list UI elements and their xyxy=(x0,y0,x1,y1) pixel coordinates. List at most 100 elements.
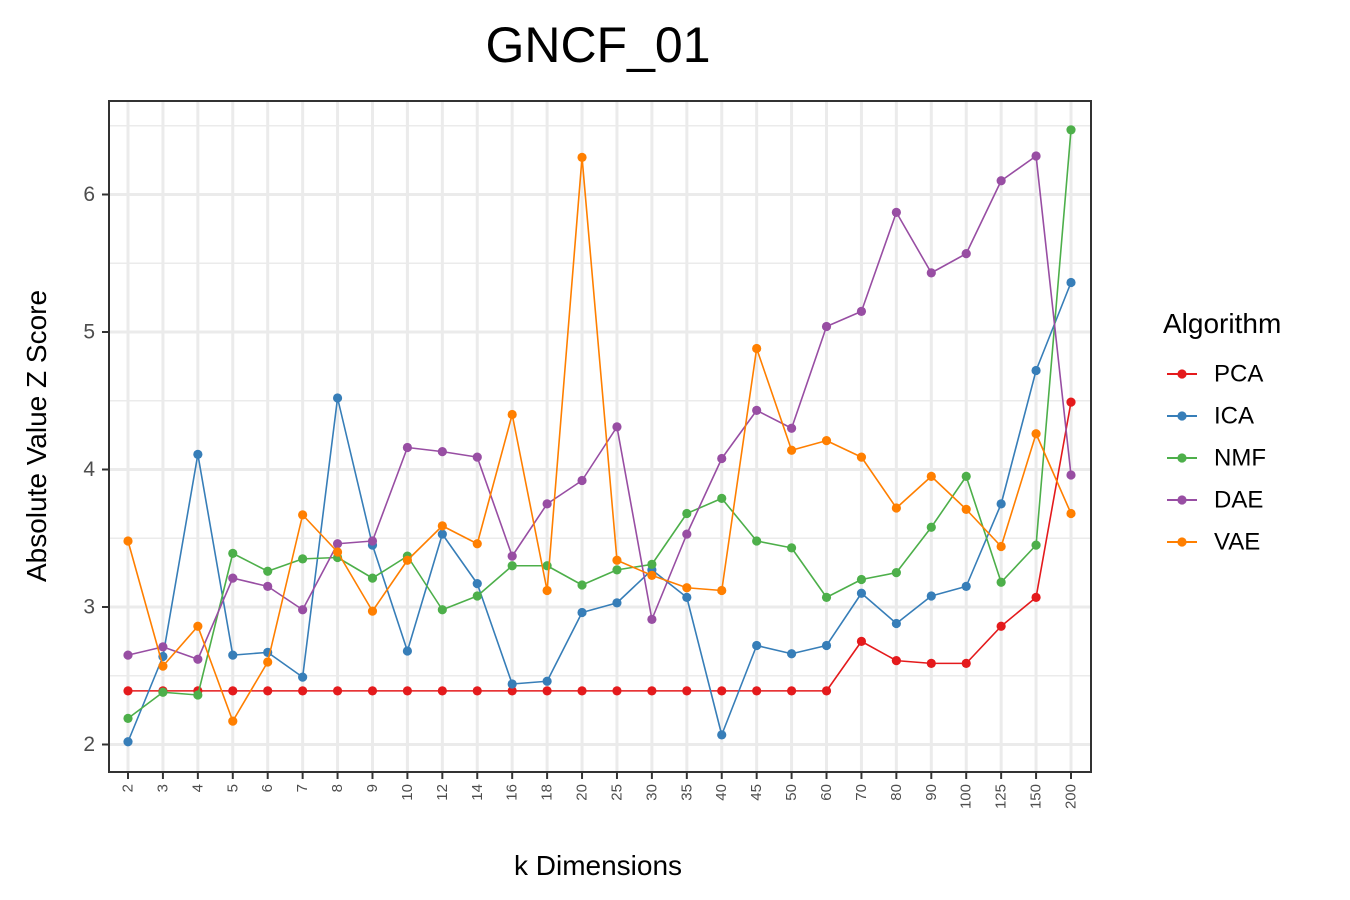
data-point-nmf xyxy=(437,605,447,615)
legend-label-vae: VAE xyxy=(1214,529,1260,556)
data-point-ica xyxy=(298,672,308,682)
legend-label-nmf: NMF xyxy=(1214,445,1266,472)
data-point-vae xyxy=(577,152,587,162)
x-tick-label: 7 xyxy=(294,784,311,792)
data-point-pca xyxy=(367,686,378,696)
data-point-dae xyxy=(786,423,797,433)
data-point-nmf xyxy=(193,690,203,700)
series-line-ica xyxy=(127,282,1072,743)
legend: Algorithm PCA ICA NMF DAE VAE xyxy=(1163,308,1281,556)
x-tick-label: 4 xyxy=(189,784,206,792)
data-point-pca xyxy=(926,658,936,668)
data-point-ica xyxy=(123,737,133,747)
data-point-pca xyxy=(752,686,762,696)
x-tick-label: 70 xyxy=(853,784,870,801)
data-point-nmf xyxy=(158,687,168,697)
legend-item-ica: ICA xyxy=(1167,403,1254,430)
data-point-dae xyxy=(193,654,203,664)
data-point-vae xyxy=(717,585,727,596)
x-tick-label: 20 xyxy=(574,784,591,801)
series-line-dae xyxy=(127,155,1072,661)
x-tick-label: 150 xyxy=(1028,784,1045,809)
data-point-vae xyxy=(961,504,971,514)
data-point-pca xyxy=(612,686,622,696)
legend-label-pca: PCA xyxy=(1214,361,1263,388)
legend-key-point-dae xyxy=(1177,495,1187,505)
data-point-nmf xyxy=(472,591,482,601)
data-point-pca xyxy=(891,656,901,666)
data-point-dae xyxy=(926,268,936,278)
data-point-nmf xyxy=(367,573,378,583)
data-point-ica xyxy=(752,640,762,651)
data-point-ica xyxy=(612,598,622,608)
data-point-dae xyxy=(821,321,832,332)
data-point-ica xyxy=(577,607,587,618)
data-point-pca xyxy=(996,621,1006,631)
data-point-dae xyxy=(612,422,622,432)
data-point-nmf xyxy=(647,559,657,569)
legend-item-pca: PCA xyxy=(1167,361,1263,388)
legend-label-ica: ICA xyxy=(1214,403,1254,430)
legend-item-dae: DAE xyxy=(1167,487,1263,514)
legend-label-dae: DAE xyxy=(1214,487,1263,514)
data-point-vae xyxy=(926,471,936,481)
data-point-vae xyxy=(193,621,203,631)
data-point-dae xyxy=(961,249,971,259)
data-point-nmf xyxy=(961,471,971,481)
data-point-pca xyxy=(682,686,692,696)
data-point-dae xyxy=(647,614,657,624)
legend-item-nmf: NMF xyxy=(1167,445,1266,472)
y-tick-label: 3 xyxy=(83,596,95,619)
data-point-dae xyxy=(1066,470,1076,480)
panel-border xyxy=(108,100,1092,773)
data-point-ica xyxy=(193,449,203,459)
data-point-dae xyxy=(542,499,552,509)
data-point-pca xyxy=(437,686,447,696)
x-tick-label: 9 xyxy=(364,784,381,792)
data-point-dae xyxy=(298,605,308,615)
data-point-vae xyxy=(263,657,273,667)
data-point-vae xyxy=(1066,508,1076,519)
data-point-vae xyxy=(856,452,867,462)
data-point-vae xyxy=(332,547,343,557)
data-point-vae xyxy=(507,409,517,420)
series-vae xyxy=(123,152,1076,726)
series-line-nmf xyxy=(127,129,1072,720)
data-point-ica xyxy=(437,529,447,539)
x-tick-label: 40 xyxy=(713,784,730,801)
data-point-vae xyxy=(1031,429,1041,439)
data-point-dae xyxy=(717,453,727,464)
data-point-pca xyxy=(821,686,832,696)
data-point-nmf xyxy=(542,561,552,571)
series-layer xyxy=(123,125,1076,747)
data-point-vae xyxy=(682,583,692,593)
x-tick-label: 45 xyxy=(748,784,765,801)
data-point-nmf xyxy=(752,536,762,546)
x-tick-label: 12 xyxy=(434,784,451,801)
data-point-dae xyxy=(996,176,1006,186)
data-point-nmf xyxy=(1066,125,1076,135)
grid xyxy=(109,101,1091,772)
data-point-vae xyxy=(996,541,1006,552)
series-line-vae xyxy=(127,156,1072,722)
legend-key-point-nmf xyxy=(1177,453,1187,463)
data-point-nmf xyxy=(856,574,867,585)
data-point-ica xyxy=(717,730,727,740)
series-dae xyxy=(123,151,1076,664)
x-tick-label: 2 xyxy=(120,784,137,792)
x-tick-label: 50 xyxy=(783,784,800,801)
data-point-ica xyxy=(402,646,413,656)
series-nmf xyxy=(123,125,1076,723)
x-tick-label: 125 xyxy=(993,784,1010,809)
data-point-dae xyxy=(158,642,168,652)
data-point-vae xyxy=(647,570,657,580)
data-point-nmf xyxy=(298,554,308,564)
data-point-ica xyxy=(228,650,238,660)
data-point-pca xyxy=(332,686,343,696)
data-point-pca xyxy=(961,658,971,668)
data-point-dae xyxy=(332,539,343,549)
data-point-nmf xyxy=(821,592,832,602)
data-point-pca xyxy=(507,686,517,696)
data-point-pca xyxy=(856,636,867,646)
